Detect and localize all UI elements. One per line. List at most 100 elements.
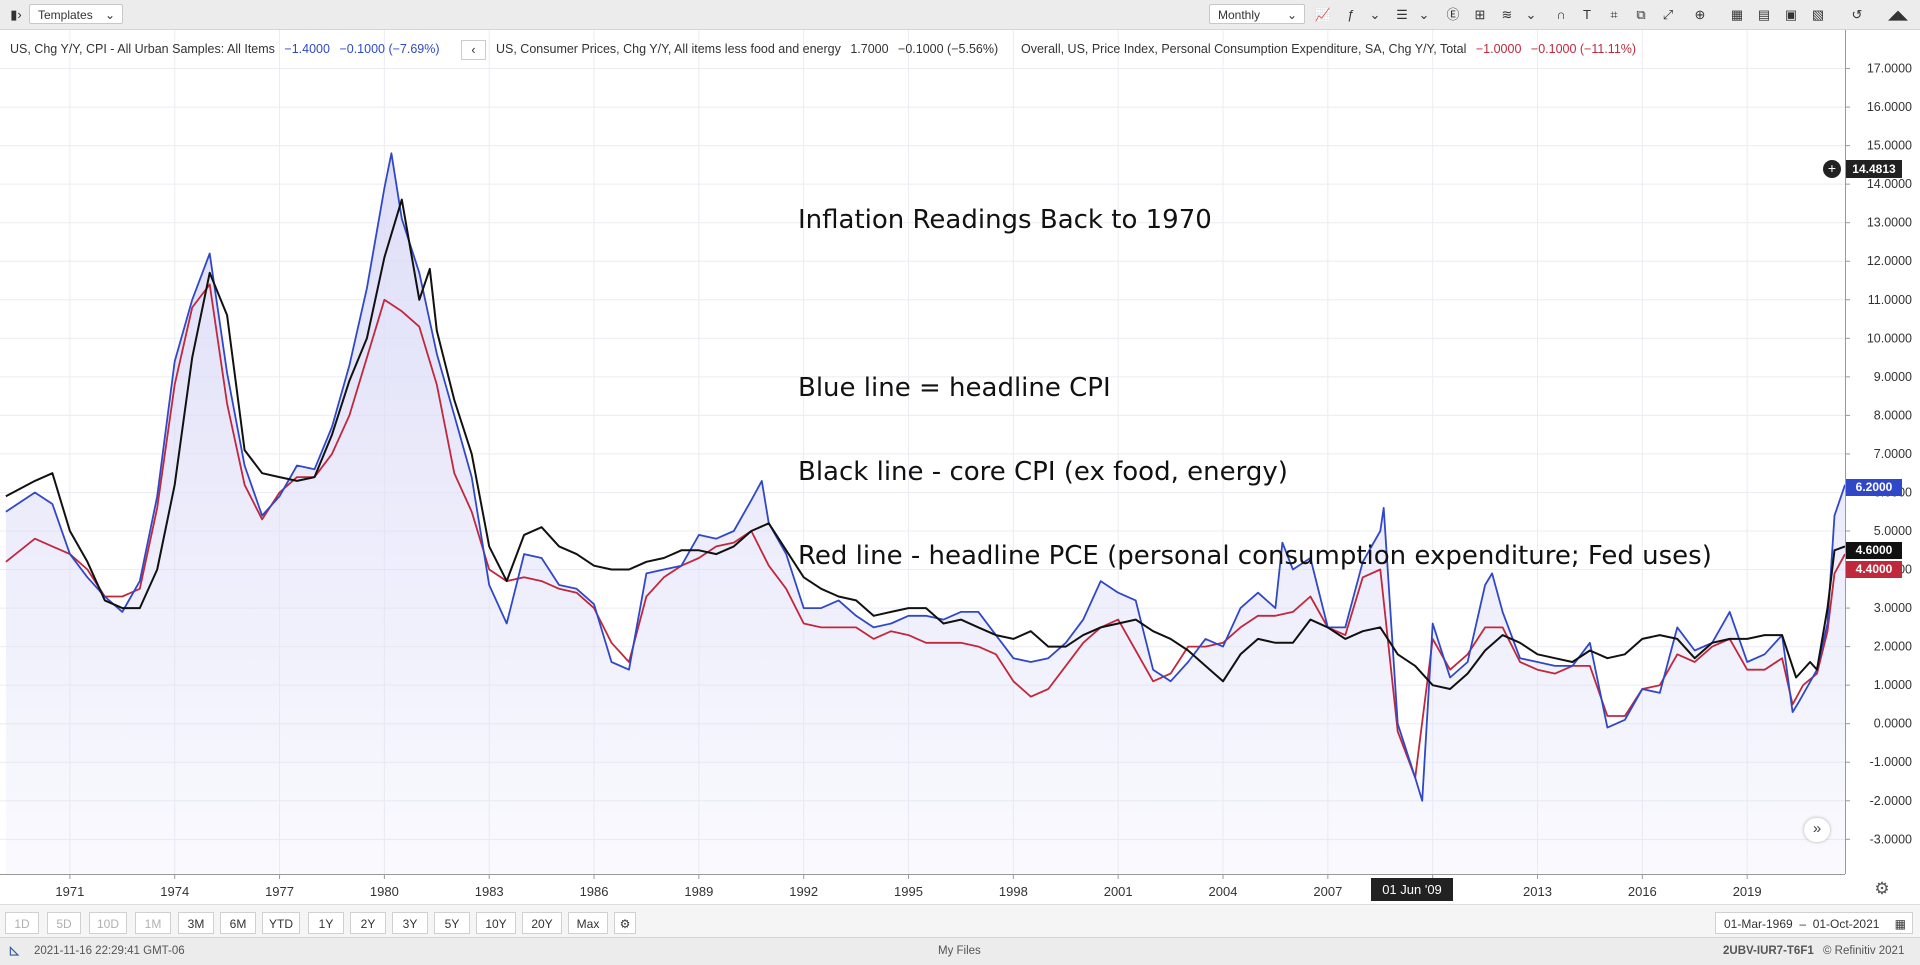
y-tick-label: 8.0000 <box>1874 408 1912 422</box>
x-tick-label: 2016 <box>1628 884 1657 899</box>
text-icon[interactable]: T <box>1583 7 1591 22</box>
chevron-down-icon[interactable]: ⌄ <box>1418 7 1430 22</box>
chart-annotation[interactable]: Inflation Readings Back to 1970 Blue lin… <box>798 150 1712 598</box>
interval-dropdown[interactable]: Monthly ⌄ <box>1209 4 1305 24</box>
y-tick-label: 9.0000 <box>1874 370 1912 384</box>
last-value-core: 4.6000 <box>1846 542 1902 559</box>
y-tick-label: 0.0000 <box>1874 717 1912 731</box>
range-2y-button[interactable]: 2Y <box>350 912 386 934</box>
crop-icon[interactable]: ⌗ <box>1610 7 1618 22</box>
y-tick-label: 17.0000 <box>1867 62 1912 76</box>
range-5y-button[interactable]: 5Y <box>434 912 470 934</box>
drawing-icon[interactable]: ≋ <box>1501 7 1513 22</box>
news-icon[interactable]: ▣ <box>1784 7 1798 22</box>
range-6m-button[interactable]: 6M <box>220 912 256 934</box>
legend-value-core: 1.7000 <box>850 42 889 56</box>
x-axis[interactable]: 1971 1974 1977 1980 1983 1986 1989 1992 1995 1998… <box>0 874 1845 905</box>
y-tick-label: 10.0000 <box>1867 331 1912 345</box>
x-tick-label: 1992 <box>789 884 818 899</box>
range-1d-button[interactable]: 1D <box>5 912 39 934</box>
events-icon[interactable]: Ⓔ <box>1446 7 1460 22</box>
chevron-down-icon: ⌄ <box>104 8 115 22</box>
x-tick-label: 1983 <box>475 884 504 899</box>
annotation-line-2 <box>798 290 1712 318</box>
legend-collapse-button[interactable]: ‹ <box>461 40 486 60</box>
zoom-icon[interactable]: ⊕ <box>1694 7 1706 22</box>
templates-dropdown[interactable]: Templates ⌄ <box>29 4 123 24</box>
gear-icon[interactable]: ⚙ <box>1874 879 1890 898</box>
interval-label: Monthly <box>1218 8 1261 22</box>
legend-change-cpi: −0.1000 (−7.69%) <box>339 42 440 56</box>
range-3y-button[interactable]: 3Y <box>392 912 428 934</box>
expand-icon[interactable]: ⤢ <box>1662 7 1674 22</box>
legend-value-pce: −1.0000 <box>1475 42 1522 56</box>
range-max-button[interactable]: Max <box>568 912 608 934</box>
series-fill-cpi <box>5 153 1845 874</box>
x-tick-label: 1998 <box>999 884 1028 899</box>
x-tick-label: 1989 <box>684 884 713 899</box>
calendar-icon: ▦ <box>1894 917 1906 931</box>
range-1m-button[interactable]: 1M <box>135 912 171 934</box>
snapshot-icon[interactable]: ⧉ <box>1636 7 1646 22</box>
range-settings-icon[interactable]: ⚙ <box>614 912 636 934</box>
last-value-cpi: 6.2000 <box>1846 479 1902 496</box>
range-20y-button[interactable]: 20Y <box>522 912 562 934</box>
undo-icon[interactable]: ↺ <box>1851 7 1863 22</box>
studies-icon[interactable]: ▦ <box>1730 7 1744 22</box>
legend: US, Chg Y/Y, CPI - All Urban Samples: Al… <box>0 38 1845 60</box>
templates-label: Templates <box>38 8 93 22</box>
legend-name-core: US, Consumer Prices, Chg Y/Y, All items … <box>496 42 841 56</box>
x-tick-label: 1974 <box>160 884 189 899</box>
legend-series-pce[interactable]: Overall, US, Price Index, Personal Consu… <box>1021 38 1636 60</box>
y-tick-label: 15.0000 <box>1867 139 1912 153</box>
indicator-icon[interactable]: ƒ <box>1347 7 1355 22</box>
y-tick-label: 14.0000 <box>1867 177 1912 191</box>
crosshair-value-tag: 14.4813 <box>1846 160 1902 178</box>
range-ytd-button[interactable]: YTD <box>262 912 300 934</box>
chart-type-icon[interactable]: 📈 <box>1314 7 1332 22</box>
y-tick-label: 12.0000 <box>1867 254 1912 268</box>
series-line-core <box>5 198 1845 690</box>
crosshair-add-icon[interactable]: + <box>1823 160 1841 178</box>
layout-icon[interactable]: ☰ <box>1396 7 1408 22</box>
legend-series-cpi[interactable]: US, Chg Y/Y, CPI - All Urban Samples: Al… <box>10 38 440 60</box>
status-code: 2UBV-IUR7-T6F1 <box>1723 945 1814 957</box>
x-tick-label: 2013 <box>1523 884 1552 899</box>
y-tick-label: 7.0000 <box>1874 447 1912 461</box>
series-line-cpi <box>5 152 1845 802</box>
chevron-down-icon[interactable]: ⌄ <box>1525 7 1537 22</box>
range-10d-button[interactable]: 10D <box>89 912 127 934</box>
sidebar-toggle-icon[interactable]: ▮› <box>10 7 22 22</box>
report-icon[interactable]: ▧ <box>1811 7 1825 22</box>
x-tick-label: 1986 <box>580 884 609 899</box>
annotation-line-1: Inflation Readings Back to 1970 <box>798 205 1212 235</box>
x-tick-label: 1971 <box>55 884 84 899</box>
chevron-down-icon[interactable]: ⌄ <box>1369 7 1381 22</box>
status-my-files[interactable]: My Files <box>938 945 981 957</box>
scroll-to-latest-button[interactable]: » <box>1804 818 1830 842</box>
y-axis[interactable]: 17.0000 16.0000 15.0000 14.0000 13.0000 12.00… <box>1845 30 1920 874</box>
table-icon[interactable]: ▤ <box>1757 7 1771 22</box>
top-toolbar: ▮› Templates ⌄ Monthly ⌄ 📈 ƒ ⌄ ☰ ⌄ Ⓔ ⊞ ≋… <box>0 0 1920 30</box>
legend-series-core[interactable]: US, Consumer Prices, Chg Y/Y, All items … <box>496 38 998 60</box>
date-range-field[interactable]: 01-Mar-1969 – 01-Oct-2021 ▦ <box>1715 912 1913 934</box>
status-copyright: © Refinitiv 2021 <box>1823 945 1905 957</box>
x-tick-label: 1977 <box>265 884 294 899</box>
range-5d-button[interactable]: 5D <box>47 912 81 934</box>
y-tick-label: -1.0000 <box>1870 755 1912 769</box>
y-tick-label: -3.0000 <box>1870 832 1912 846</box>
series-line-pce <box>5 283 1845 779</box>
legend-name-pce: Overall, US, Price Index, Personal Consu… <box>1021 42 1467 56</box>
magnet-icon[interactable]: ∩ <box>1556 7 1566 22</box>
y-tick-label: 16.0000 <box>1867 100 1912 114</box>
logo-icon: ◢◣ <box>1888 7 1908 22</box>
x-tick-label: 2019 <box>1733 884 1762 899</box>
compare-icon[interactable]: ⊞ <box>1474 7 1486 22</box>
line-chart[interactable] <box>0 30 1845 874</box>
range-10y-button[interactable]: 10Y <box>476 912 516 934</box>
x-axis-labels: 1971 1974 1977 1980 1983 1986 1989 1992 1995 1998… <box>55 875 1762 899</box>
x-tick-label: 2004 <box>1209 884 1238 899</box>
x-tick-label: 2007 <box>1313 884 1342 899</box>
range-3m-button[interactable]: 3M <box>178 912 214 934</box>
range-1y-button[interactable]: 1Y <box>308 912 344 934</box>
